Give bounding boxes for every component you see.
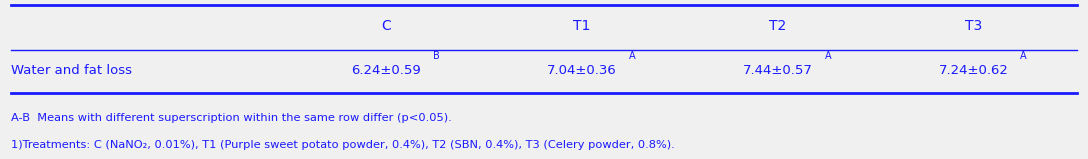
Text: T1: T1 xyxy=(573,19,591,33)
Text: T3: T3 xyxy=(965,19,982,33)
Text: C: C xyxy=(382,19,391,33)
Text: A: A xyxy=(629,52,635,61)
Text: 6.24±0.59: 6.24±0.59 xyxy=(351,64,421,77)
Text: 1)Treatments: C (NaNO₂, 0.01%), T1 (Purple sweet potato powder, 0.4%), T2 (SBN, : 1)Treatments: C (NaNO₂, 0.01%), T1 (Purp… xyxy=(11,140,675,150)
Text: 7.44±0.57: 7.44±0.57 xyxy=(743,64,813,77)
Text: 7.24±0.62: 7.24±0.62 xyxy=(939,64,1009,77)
Text: A: A xyxy=(1021,52,1027,61)
Text: Water and fat loss: Water and fat loss xyxy=(11,64,132,77)
Text: A: A xyxy=(825,52,831,61)
Text: 7.04±0.36: 7.04±0.36 xyxy=(547,64,617,77)
Text: B: B xyxy=(433,52,440,61)
Text: A-B  Means with different superscription within the same row differ (p<0.05).: A-B Means with different superscription … xyxy=(11,114,452,123)
Text: T2: T2 xyxy=(769,19,787,33)
